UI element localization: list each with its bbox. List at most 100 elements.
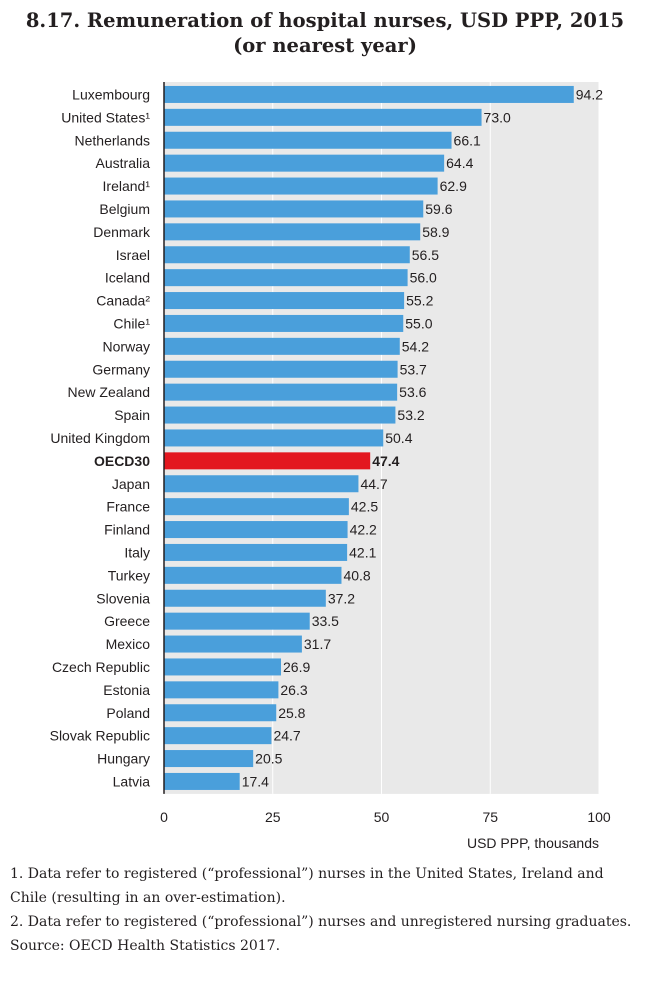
category-label: Australia [96,155,151,171]
category-label: Slovenia [96,590,150,606]
data-label: 56.0 [410,270,437,286]
data-label: 25.8 [278,705,305,721]
bar [164,727,272,745]
chart-title-line-2: (or nearest year) [233,34,417,57]
data-label: 17.4 [242,773,269,789]
data-label: 94.2 [576,86,603,102]
bar [164,681,279,699]
bar [164,108,482,126]
bar [164,337,400,355]
data-label: 58.9 [422,224,449,240]
bar [164,269,408,287]
bar [164,521,348,539]
data-label: 50.4 [385,430,412,446]
bar [164,154,445,172]
bar [164,475,359,493]
bar [164,498,349,516]
data-label: 40.8 [343,567,370,583]
category-label: Italy [124,544,150,560]
category-label: United States¹ [61,109,150,125]
bar [164,177,438,195]
data-label: 31.7 [304,636,331,652]
bar [164,658,282,676]
chart-title: 8.17. Remuneration of hospital nurses, U… [0,8,650,58]
data-label: 42.1 [349,544,376,560]
bar [164,314,404,332]
data-label: 42.5 [351,499,378,515]
data-label: 26.3 [280,682,307,698]
data-label: 26.9 [283,659,310,675]
data-label: 54.2 [402,338,429,354]
data-label: 53.2 [397,407,424,423]
category-label: Iceland [105,270,150,286]
category-label: Czech Republic [52,659,150,675]
x-tick-label: 0 [160,809,168,825]
category-label: Latvia [113,773,151,789]
category-label: Greece [104,613,150,629]
data-label: 56.5 [412,247,439,263]
bar [164,429,384,447]
category-label: Ireland¹ [103,178,151,194]
bar [164,635,302,653]
category-label: Turkey [108,567,150,583]
data-label: 37.2 [328,590,355,606]
bar-chart: Luxembourg 94.2 United States¹ 73.0 Netherla… [50,82,611,851]
data-label: 33.5 [312,613,339,629]
footnote-1: 1. Data refer to registered (“profession… [10,866,604,906]
bar [164,772,240,790]
data-label: 47.4 [372,453,399,469]
footnote-2: 2. Data refer to registered (“profession… [10,914,632,930]
category-label: Mexico [106,636,151,652]
data-label: 59.6 [425,201,452,217]
bar [164,452,371,470]
category-label: Germany [92,361,150,377]
category-label: Norway [103,338,150,354]
x-axis-label: USD PPP, thousands [467,835,599,851]
x-tick-label: 75 [482,809,498,825]
bar [164,589,326,607]
category-label: Poland [106,705,150,721]
data-label: 64.4 [446,155,473,171]
category-label: France [106,499,150,515]
category-label: OECD30 [94,453,150,469]
x-tick-label: 100 [587,809,611,825]
data-label: 55.0 [405,315,432,331]
category-label: Chile¹ [113,315,150,331]
category-label: United Kingdom [50,430,150,446]
data-label: 55.2 [406,293,433,309]
category-label: Canada² [96,293,150,309]
category-label: Estonia [103,682,150,698]
category-label: Denmark [93,224,151,240]
bar [164,704,277,722]
category-label: Netherlands [75,132,151,148]
bar [164,383,398,401]
category-label: Luxembourg [72,86,150,102]
data-label: 66.1 [454,132,481,148]
bar [164,131,452,149]
bar [164,543,348,561]
footnotes: 1. Data refer to registered (“profession… [10,862,640,958]
category-label: Belgium [99,201,150,217]
bar [164,406,396,424]
x-tick-label: 50 [374,809,390,825]
data-label: 42.2 [350,522,377,538]
data-label: 24.7 [273,728,300,744]
data-label: 53.7 [400,361,427,377]
data-label: 20.5 [255,751,282,767]
category-label: Hungary [97,751,150,767]
bar [164,566,342,584]
category-label: Japan [112,476,150,492]
data-label: 73.0 [484,109,511,125]
x-tick-label: 25 [265,809,281,825]
bar [164,292,405,310]
chart-title-line-1: 8.17. Remuneration of hospital nurses, U… [25,9,625,32]
data-label: 53.6 [399,384,426,400]
data-label: 44.7 [360,476,387,492]
bar [164,750,254,768]
source-note: Source: OECD Health Statistics 2017. [10,938,281,954]
category-label: New Zealand [68,384,151,400]
category-label: Finland [104,522,150,538]
bar [164,360,398,378]
data-label: 62.9 [440,178,467,194]
bar [164,246,410,264]
